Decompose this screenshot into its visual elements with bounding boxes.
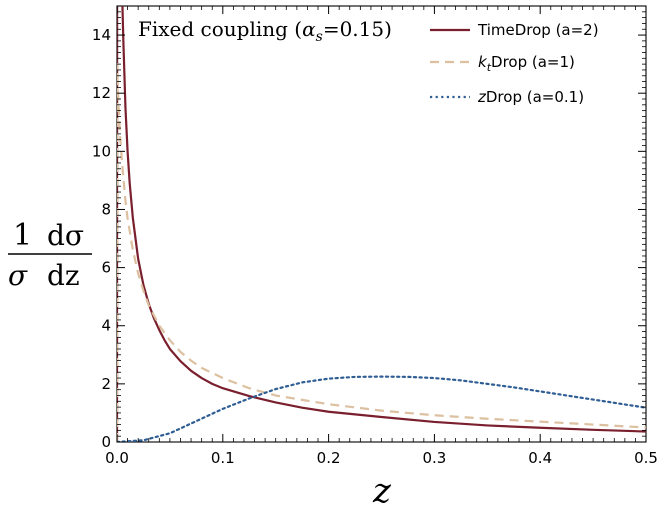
series-line-timedrop: [117, 6, 646, 442]
legend: TimeDrop (a=2) ktDrop (a=1) zDrop (a=0.1…: [430, 21, 599, 106]
y-tick-label: 14: [92, 26, 111, 44]
legend-label-zdrop-rest: Drop (a=0.1): [486, 88, 584, 106]
x-tick-label: 0.2: [317, 449, 341, 467]
legend-item-ktdrop: ktDrop (a=1): [430, 53, 575, 74]
x-tick-label: 0.1: [211, 449, 235, 467]
axes-layer: 0.0 0.1 0.2 0.3 0.4 0.5 0 2 4 6 8 10 12 14: [92, 5, 658, 467]
legend-label-ktdrop-rest: Drop (a=1): [491, 53, 575, 71]
y-tick-label: 2: [101, 375, 111, 393]
ylabel-denominator-left: σ: [8, 259, 28, 292]
ylabel-denominator-right: dz: [47, 259, 80, 292]
annotation-text: Fixed coupling (αs=0.15): [138, 17, 392, 45]
y-tick-label: 8: [101, 200, 111, 218]
legend-label-ktdrop-sub: t: [487, 61, 492, 74]
legend-item-timedrop: TimeDrop (a=2): [430, 21, 599, 39]
y-tick-label: 12: [92, 84, 111, 102]
y-tick-label: 6: [101, 259, 111, 277]
legend-label-ktdrop-k: k: [478, 53, 488, 71]
x-tick-label: 0.5: [634, 449, 658, 467]
annotation-prefix: Fixed coupling (: [138, 17, 302, 41]
legend-label-zdrop-z: z: [477, 88, 487, 106]
series-line-ktdrop: [117, 63, 646, 442]
ylabel-numerator-left: 1: [13, 218, 32, 253]
y-tick-label: 10: [92, 142, 111, 160]
x-tick-label: 0.0: [105, 449, 129, 467]
y-tick-label: 0: [101, 433, 111, 451]
x-axis-label: z: [372, 471, 392, 510]
y-tick-label: 4: [101, 317, 111, 335]
x-tick-label: 0.4: [528, 449, 552, 467]
legend-label-zdrop: zDrop (a=0.1): [477, 88, 584, 106]
legend-item-zdrop: zDrop (a=0.1): [430, 88, 584, 106]
annotation-value: =0.15): [323, 17, 392, 41]
y-axis-label: 1 dσ σ dz: [8, 218, 92, 292]
series-layer: [117, 6, 646, 442]
series-line-zdrop: [117, 375, 646, 442]
legend-label-ktdrop: ktDrop (a=1): [478, 53, 575, 74]
ylabel-numerator-right: dσ: [47, 219, 84, 252]
annotation-symbol: α: [302, 17, 316, 41]
plot-annotation: Fixed coupling (αs=0.15): [138, 17, 392, 45]
annotation-subscript: s: [316, 29, 323, 45]
x-tick-label: 0.3: [422, 449, 446, 467]
legend-label-timedrop: TimeDrop (a=2): [477, 21, 599, 39]
